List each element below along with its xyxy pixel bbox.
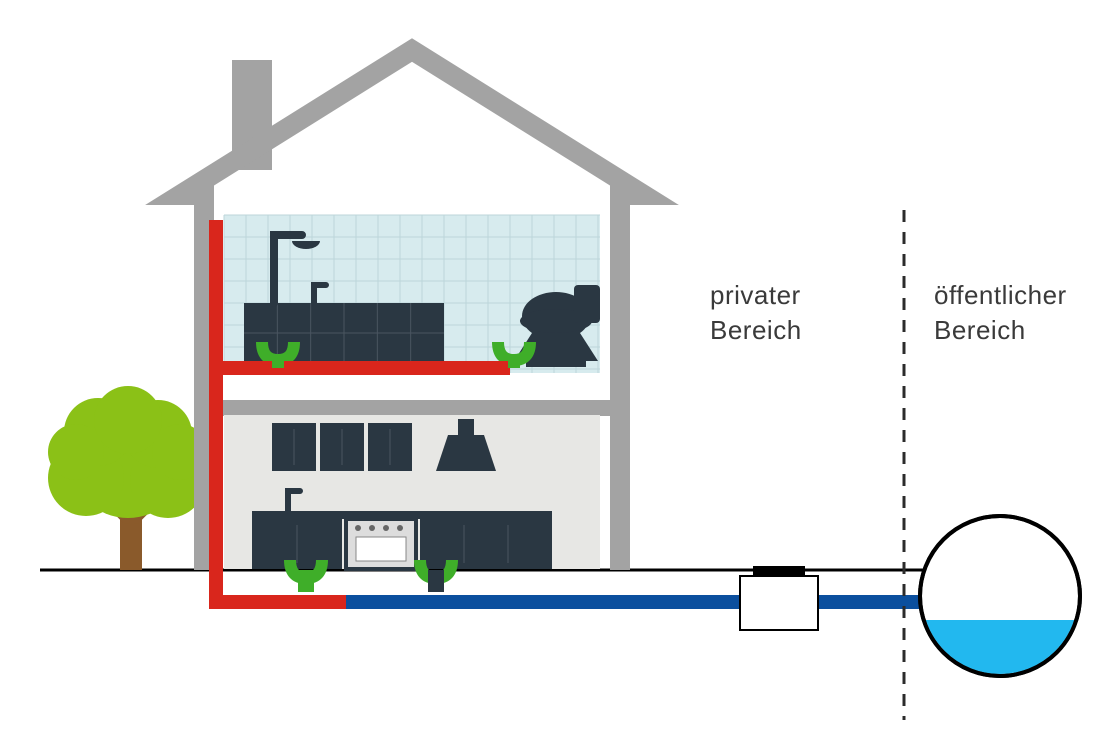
toilet-tank: [574, 285, 600, 323]
manhole-lid: [753, 566, 805, 576]
inspection-chamber: [740, 576, 818, 630]
label-private-line2: Bereich: [710, 315, 802, 345]
sewer-water: [920, 620, 1080, 746]
label-private-line1: privater: [710, 280, 801, 310]
tree-canopy: [48, 386, 208, 518]
label-public-area: öffentlicher Bereich: [934, 278, 1067, 348]
label-public-line2: Bereich: [934, 315, 1026, 345]
lower-cabinet: [420, 519, 552, 569]
floor-slab: [214, 400, 610, 416]
label-public-line1: öffentlicher: [934, 280, 1067, 310]
label-private-area: privater Bereich: [710, 278, 802, 348]
